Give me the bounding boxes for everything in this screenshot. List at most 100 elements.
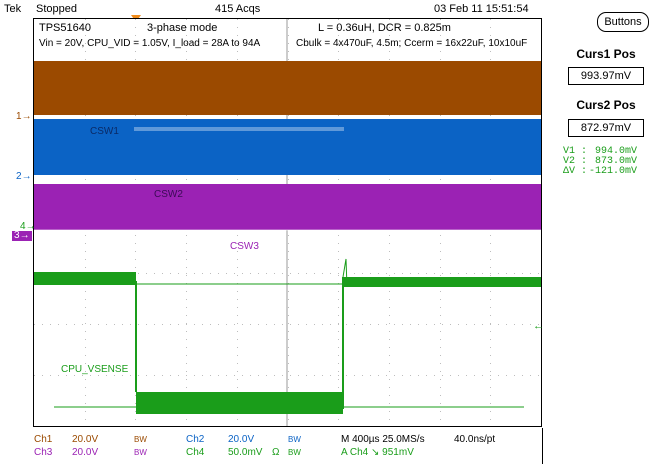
- curs2-position-field[interactable]: 872.97mV: [568, 119, 644, 137]
- grid-dot: [389, 411, 390, 412]
- grid-dot: [314, 273, 315, 274]
- ch2-marker[interactable]: 2→: [16, 171, 32, 182]
- ch1-marker[interactable]: 1→: [16, 111, 32, 122]
- grid-dot: [490, 43, 491, 44]
- grid-dot: [354, 375, 355, 376]
- grid-dot: [130, 324, 131, 325]
- readout-v1-label: V1 :: [563, 146, 588, 157]
- readout-dv-value: -121.0mV: [589, 166, 638, 177]
- grid-dot: [186, 387, 187, 388]
- ch3-marker[interactable]: 3→: [12, 230, 32, 241]
- grid-dot: [90, 375, 91, 376]
- grid-dot: [237, 275, 238, 276]
- grid-dot: [389, 27, 390, 28]
- grid-dot: [490, 355, 491, 356]
- grid-dot: [389, 259, 390, 260]
- grid-dot: [186, 179, 187, 180]
- grid-dot: [362, 375, 363, 376]
- grid-dot: [386, 324, 387, 325]
- grid-dot: [530, 324, 531, 325]
- grid-dot: [288, 371, 289, 372]
- grid-dot: [338, 299, 339, 300]
- grid-dot: [338, 324, 339, 325]
- ch1-name[interactable]: Ch1: [34, 434, 53, 445]
- grid-dot: [186, 43, 187, 44]
- grid-dot: [474, 324, 475, 325]
- grid-dot: [522, 375, 523, 376]
- ch2-name[interactable]: Ch2: [186, 434, 205, 445]
- date-time: 03 Feb 11 15:51:54: [434, 3, 529, 15]
- grid-dot: [338, 371, 339, 372]
- grid-dot: [490, 19, 491, 20]
- grid-dot: [490, 419, 491, 420]
- readout-v2-label: V2 :: [563, 156, 588, 167]
- buttons-menu-button[interactable]: Buttons: [597, 12, 649, 32]
- grid-dot: [250, 273, 251, 274]
- grid-dot: [186, 323, 187, 324]
- grid-dot: [85, 59, 86, 60]
- grid-dot: [389, 19, 390, 20]
- grid-dot: [288, 307, 289, 308]
- curs1-position-field[interactable]: 993.97mV: [568, 67, 644, 85]
- grid-dot: [242, 324, 243, 325]
- ch4-name[interactable]: Ch4: [186, 447, 205, 458]
- grid-dot: [288, 387, 289, 388]
- grid-dot: [440, 267, 441, 268]
- ch3-name[interactable]: Ch3: [34, 447, 53, 458]
- grid-dot: [85, 259, 86, 260]
- grid-dot: [389, 331, 390, 332]
- grid-dot: [85, 363, 86, 364]
- grid-dot: [237, 379, 238, 380]
- grid-dot: [440, 179, 441, 180]
- grid-dot: [314, 375, 315, 376]
- grid-dot: [210, 375, 211, 376]
- grid-dot: [90, 324, 91, 325]
- grid-dot: [490, 307, 491, 308]
- grid-dot: [389, 51, 390, 52]
- grid-dot: [186, 243, 187, 244]
- grid-dot: [389, 251, 390, 252]
- grid-dot: [288, 115, 289, 116]
- grid-dot: [426, 273, 427, 274]
- grid-dot: [389, 355, 390, 356]
- grid-dot: [490, 267, 491, 268]
- grid-dot: [85, 43, 86, 44]
- grid-dot: [186, 275, 187, 276]
- grid-dot: [202, 375, 203, 376]
- grid-dot: [138, 375, 139, 376]
- grid-dot: [135, 419, 136, 420]
- grid-dot: [237, 35, 238, 36]
- grid-dot: [170, 273, 171, 274]
- grid-dot: [490, 379, 491, 380]
- grid-dot: [288, 235, 289, 236]
- trigger-readout[interactable]: A Ch4 ↘ 951mV: [341, 447, 414, 458]
- grid-dot: [389, 275, 390, 276]
- grid-dot: [490, 315, 491, 316]
- grid-dot: [186, 59, 187, 60]
- ch4-marker[interactable]: 4→: [20, 221, 36, 232]
- curs2-title: Curs2 Pos: [576, 98, 636, 112]
- ch4-waveform: [34, 258, 541, 414]
- grid-dot: [85, 387, 86, 388]
- grid-dot: [440, 27, 441, 28]
- grid-dot: [288, 291, 289, 292]
- readout-v2-value: 873.0mV: [595, 156, 638, 167]
- grid-dot: [338, 339, 339, 340]
- grid-dot: [202, 324, 203, 325]
- grid-dot: [440, 43, 441, 44]
- grid-dot: [226, 273, 227, 274]
- grid-dot: [186, 35, 187, 36]
- grid-dot: [482, 324, 483, 325]
- grid-dot: [418, 273, 419, 274]
- timebase-readout[interactable]: M 400µs 25.0MS/s: [341, 434, 425, 445]
- grid-dot: [338, 419, 339, 420]
- waveform-display[interactable]: CSW1 CSW2 CSW3 CPU_VSENSE: [33, 18, 542, 427]
- grid-dot: [306, 324, 307, 325]
- csw2-label: CSW2: [154, 189, 183, 200]
- grid-dot: [288, 267, 289, 268]
- grid-dot: [234, 324, 235, 325]
- inductor-label: L = 0.36uH, DCR = 0.825m: [318, 22, 451, 34]
- grid-dot: [218, 375, 219, 376]
- grid-dot: [186, 259, 187, 260]
- grid-dot: [354, 324, 355, 325]
